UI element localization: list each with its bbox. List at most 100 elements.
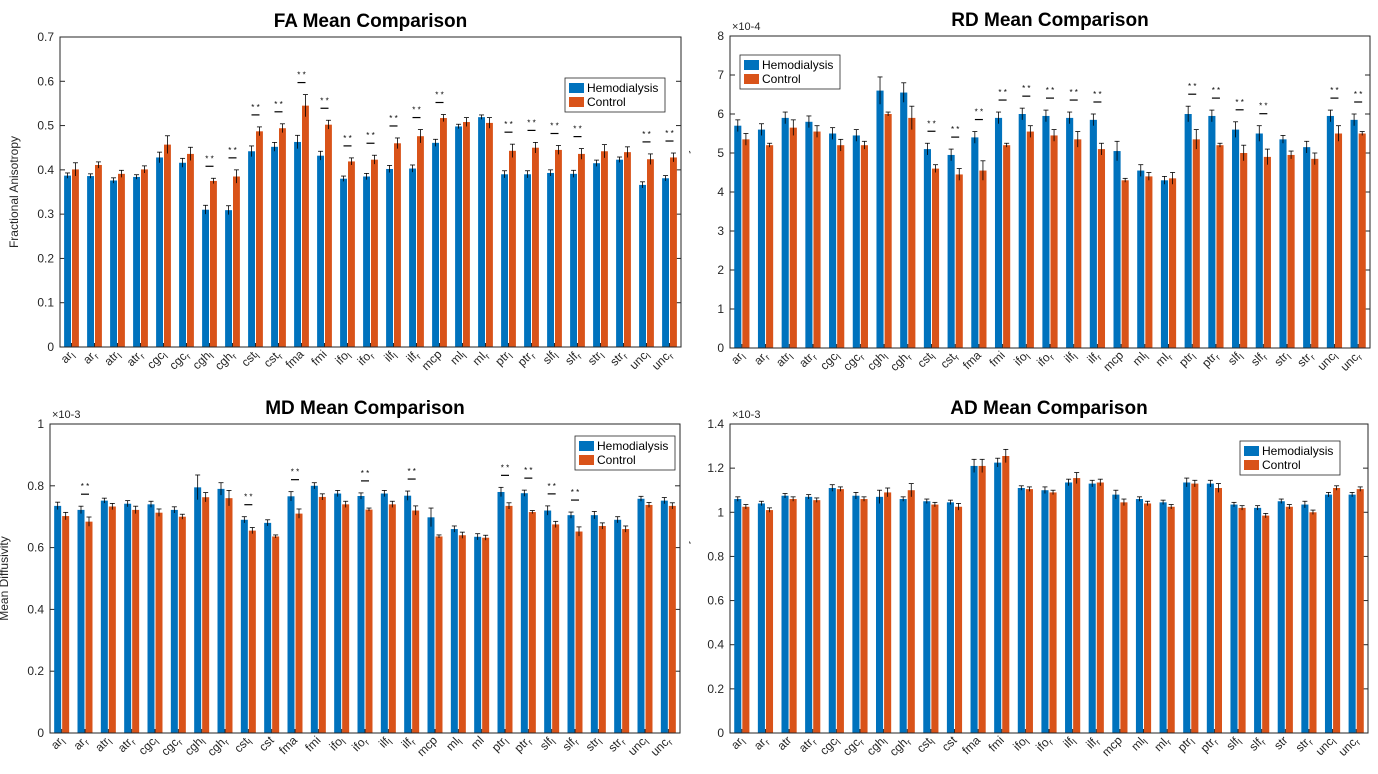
bar-hemodialysis bbox=[547, 172, 554, 347]
x-tick-label: mlr bbox=[1153, 348, 1175, 370]
x-tick-label: mlr bbox=[1151, 733, 1173, 755]
bar-control bbox=[1262, 515, 1270, 733]
significance-marker: * * bbox=[504, 120, 512, 129]
md-chart: MD Mean Comparison ×10-3 Mean Diffusivity 0… bbox=[0, 398, 681, 759]
x-tick-label: ifor bbox=[1034, 348, 1056, 370]
ad-chart: AD Mean Comparison ×10-3 Axial Diffusivity… bbox=[677, 398, 1369, 760]
significance-marker: * * bbox=[1235, 98, 1243, 107]
x-tick-label: arl bbox=[48, 733, 68, 753]
x-tick-label: cst bbox=[256, 733, 277, 754]
bar-control bbox=[394, 143, 401, 347]
x-tick-label: slfr bbox=[1248, 348, 1270, 370]
bar-control bbox=[1026, 131, 1034, 348]
bar-control bbox=[954, 506, 963, 733]
x-tick-label: uncr bbox=[1338, 348, 1365, 375]
bar-control bbox=[765, 510, 774, 733]
bar-control bbox=[1145, 176, 1153, 348]
bar-hemodialysis bbox=[828, 488, 836, 733]
bar-control bbox=[435, 536, 443, 733]
y-tick-label: 0 bbox=[717, 341, 724, 355]
x-tick-label: mlr bbox=[470, 347, 492, 369]
bar-hemodialysis bbox=[1088, 483, 1096, 733]
x-tick-label: cghr bbox=[887, 348, 914, 375]
y-tick-label: 0.2 bbox=[37, 251, 54, 265]
legend-label: Control bbox=[587, 95, 626, 109]
y-tick-label: 0.2 bbox=[27, 664, 44, 678]
x-tick-label: ptrr bbox=[515, 347, 538, 370]
bar-hemodialysis bbox=[1135, 499, 1144, 733]
bar-control bbox=[295, 513, 303, 733]
x-tick-label: fma bbox=[960, 348, 984, 372]
bar-hemodialysis bbox=[593, 163, 600, 347]
significance-marker: * * bbox=[1188, 82, 1196, 91]
bar-hemodialysis bbox=[240, 519, 248, 733]
x-tick-label: str bbox=[1271, 733, 1290, 752]
x-tick-label: ilfl bbox=[1060, 733, 1079, 752]
bar-control bbox=[155, 512, 163, 733]
legend-swatch bbox=[569, 97, 584, 107]
bar-control bbox=[318, 496, 326, 733]
y-tick-label: 0.6 bbox=[37, 74, 54, 88]
bar-hemodialysis bbox=[1324, 494, 1333, 733]
bar-control bbox=[1073, 478, 1081, 733]
x-tick-label: cstl bbox=[238, 347, 262, 371]
x-tick-label: cghr bbox=[887, 733, 914, 760]
bar-hemodialysis bbox=[852, 135, 860, 348]
bar-control bbox=[1358, 133, 1366, 348]
axis-exponent: ×10-3 bbox=[52, 409, 80, 421]
y-tick-label: 0 bbox=[37, 726, 44, 740]
bar-hemodialysis bbox=[427, 517, 435, 733]
x-tick-label: cgcr bbox=[840, 733, 867, 760]
x-tick-label: cst bbox=[939, 733, 960, 754]
y-tick-label: 4 bbox=[717, 185, 724, 199]
bar-hemodialysis bbox=[497, 491, 505, 733]
bar-control bbox=[1216, 145, 1224, 348]
bar-control bbox=[1121, 180, 1129, 348]
bar-control bbox=[272, 536, 280, 733]
legend-swatch bbox=[579, 441, 594, 451]
bar-hemodialysis bbox=[1041, 490, 1049, 733]
legend-swatch bbox=[1244, 460, 1259, 470]
x-tick-label: cgcl bbox=[817, 733, 843, 759]
x-tick-label: cstr bbox=[261, 347, 285, 371]
x-tick-label: mcp bbox=[419, 347, 445, 373]
bar-control bbox=[1309, 512, 1317, 733]
x-tick-label: strr bbox=[607, 347, 630, 370]
bar-control bbox=[789, 127, 797, 349]
bar-hemodialysis bbox=[1326, 115, 1334, 348]
bar-hemodialysis bbox=[455, 126, 462, 347]
bar-hemodialysis bbox=[54, 505, 62, 733]
fa-chart-panel: FA Mean Comparison Fractional Anisotropy 0… bbox=[0, 0, 689, 385]
y-tick-label: 0.2 bbox=[707, 682, 724, 696]
bar-hemodialysis bbox=[202, 209, 209, 347]
bar-control bbox=[668, 505, 676, 733]
rd-chart: RD Mean Comparison ×10-4 Radial Diffusivit… bbox=[677, 10, 1371, 375]
bar-control bbox=[528, 512, 536, 733]
bar-control bbox=[1356, 489, 1364, 733]
bar-hemodialysis bbox=[294, 141, 301, 347]
bar-control bbox=[233, 176, 240, 347]
bar-hemodialysis bbox=[947, 154, 955, 348]
bar-control bbox=[1263, 156, 1271, 348]
significance-marker: * * bbox=[642, 130, 650, 139]
plot-area-frame bbox=[729, 35, 1371, 349]
bar-control bbox=[837, 145, 845, 348]
bar-hemodialysis bbox=[1066, 117, 1074, 349]
bar-control bbox=[931, 168, 940, 348]
x-tick-label: ptrr bbox=[1199, 348, 1222, 371]
x-tick-label: cghl bbox=[864, 733, 890, 759]
bar-hemodialysis bbox=[876, 496, 884, 733]
x-tick-label: atrr bbox=[796, 348, 819, 371]
bar-hemodialysis bbox=[363, 176, 370, 347]
bar-hemodialysis bbox=[781, 117, 789, 349]
x-tick-label: fma bbox=[959, 733, 983, 757]
significance-marker: * * bbox=[1046, 86, 1054, 95]
bar-hemodialysis bbox=[87, 176, 94, 347]
x-tick-label: fmi bbox=[308, 347, 329, 368]
x-tick-label: atr bbox=[774, 733, 794, 753]
bar-control bbox=[1214, 488, 1222, 733]
x-tick-label: atrr bbox=[124, 347, 147, 370]
y-tick-label: 0.4 bbox=[707, 638, 724, 652]
bar-control bbox=[860, 499, 868, 733]
bar-hemodialysis bbox=[271, 146, 278, 347]
